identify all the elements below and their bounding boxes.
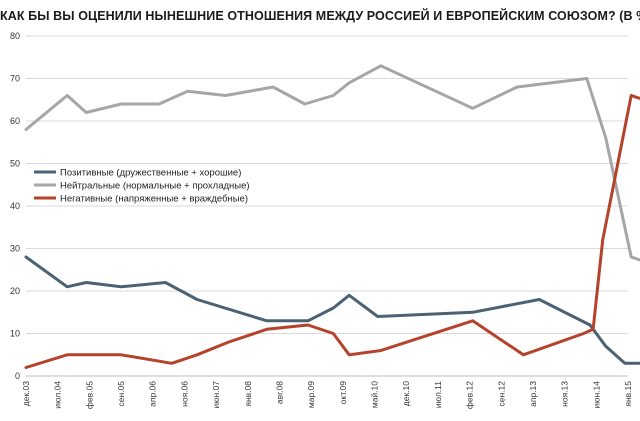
- legend-label-2: Негативные (напряженные + враждебные): [60, 194, 248, 205]
- x-tick-label: окт.09: [338, 381, 348, 405]
- y-tick-label: 30: [10, 244, 20, 254]
- legend-label-1: Нейтральные (нормальные + прохладные): [60, 181, 250, 192]
- x-tick-label: мар.09: [306, 381, 316, 408]
- x-tick-label: дек.10: [401, 381, 411, 406]
- gridlines: [26, 35, 628, 334]
- x-tick-label: июл.04: [53, 381, 63, 409]
- x-tick-label: сен.12: [496, 381, 506, 407]
- y-tick-label: 70: [10, 74, 20, 84]
- x-tick-label: авг.08: [274, 381, 284, 404]
- series-line-2: [24, 94, 640, 369]
- x-tick-label: апр.13: [528, 381, 538, 407]
- series-line-0: [24, 255, 640, 365]
- y-tick-label: 40: [10, 201, 20, 211]
- x-axis: дек.03 июл.04 фев.05 сен.05 апр.06 ноя.06 июн.…: [21, 381, 633, 409]
- y-axis: 0 10 20 30 40 50 60 70 80: [10, 31, 20, 381]
- y-tick-label: 50: [10, 159, 20, 169]
- x-tick-label: апр.06: [148, 381, 158, 407]
- x-tick-label: ноя.06: [179, 381, 189, 407]
- x-tick-label: янв.08: [243, 381, 253, 407]
- x-tick-label: сен.05: [116, 381, 126, 407]
- x-tick-label: фев.12: [465, 381, 475, 409]
- y-tick-label: 80: [10, 31, 20, 41]
- x-tick-label: июн.07: [211, 381, 221, 409]
- x-tick-label: май.10: [370, 381, 380, 408]
- series-line-1: [24, 64, 640, 262]
- x-tick-label: дек.03: [21, 381, 31, 406]
- y-tick-label: 10: [10, 329, 20, 339]
- legend: Позитивные (дружественные + хорошие) Нейт…: [34, 168, 250, 205]
- legend-label-0: Позитивные (дружественные + хорошие): [60, 168, 241, 179]
- x-tick-label: ноя.13: [560, 381, 570, 407]
- series-lines: [24, 64, 640, 369]
- x-tick-label: фев.05: [84, 381, 94, 409]
- y-tick-label: 60: [10, 116, 20, 126]
- x-tick-label: янв.15: [623, 381, 633, 407]
- chart-title: КАК БЫ ВЫ ОЦЕНИЛИ НЫНЕШНИЕ ОТНОШЕНИЯ МЕЖ…: [0, 9, 640, 23]
- y-tick-label: 0: [15, 371, 20, 381]
- x-tick-label: июл.11: [433, 381, 443, 408]
- x-tick-label: июн.14: [591, 381, 601, 409]
- y-tick-label: 20: [10, 286, 20, 296]
